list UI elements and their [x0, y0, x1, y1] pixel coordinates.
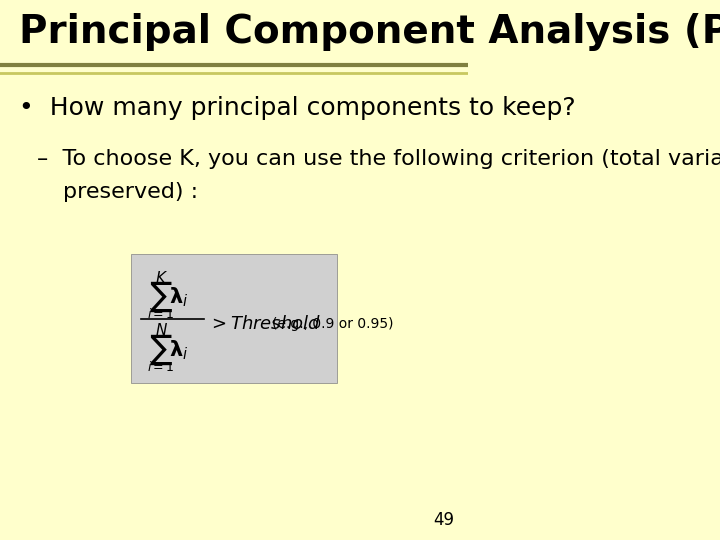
Text: (e.g., 0.9 or 0.95): (e.g., 0.9 or 0.95): [271, 317, 393, 331]
Text: $\sum$: $\sum$: [149, 333, 174, 367]
Text: $i=1$: $i=1$: [148, 360, 175, 374]
Text: $K$: $K$: [155, 270, 168, 286]
Text: Principal Component Analysis (PCA): Principal Component Analysis (PCA): [19, 14, 720, 51]
Text: •  How many principal components to keep?: • How many principal components to keep?: [19, 96, 575, 120]
Text: $i=1$: $i=1$: [148, 307, 175, 321]
Text: $> \mathit{Threshold}$: $> \mathit{Threshold}$: [208, 315, 322, 333]
Text: $\boldsymbol{\lambda}_i$: $\boldsymbol{\lambda}_i$: [169, 338, 189, 362]
Text: $\sum$: $\sum$: [149, 280, 174, 314]
Text: $N$: $N$: [155, 322, 168, 339]
Text: 49: 49: [433, 511, 454, 529]
Text: preserved) :: preserved) :: [63, 181, 198, 202]
Text: –  To choose K, you can use the following criterion (total variations: – To choose K, you can use the following…: [37, 149, 720, 170]
Text: $\boldsymbol{\lambda}_i$: $\boldsymbol{\lambda}_i$: [169, 285, 189, 309]
FancyBboxPatch shape: [131, 254, 337, 383]
